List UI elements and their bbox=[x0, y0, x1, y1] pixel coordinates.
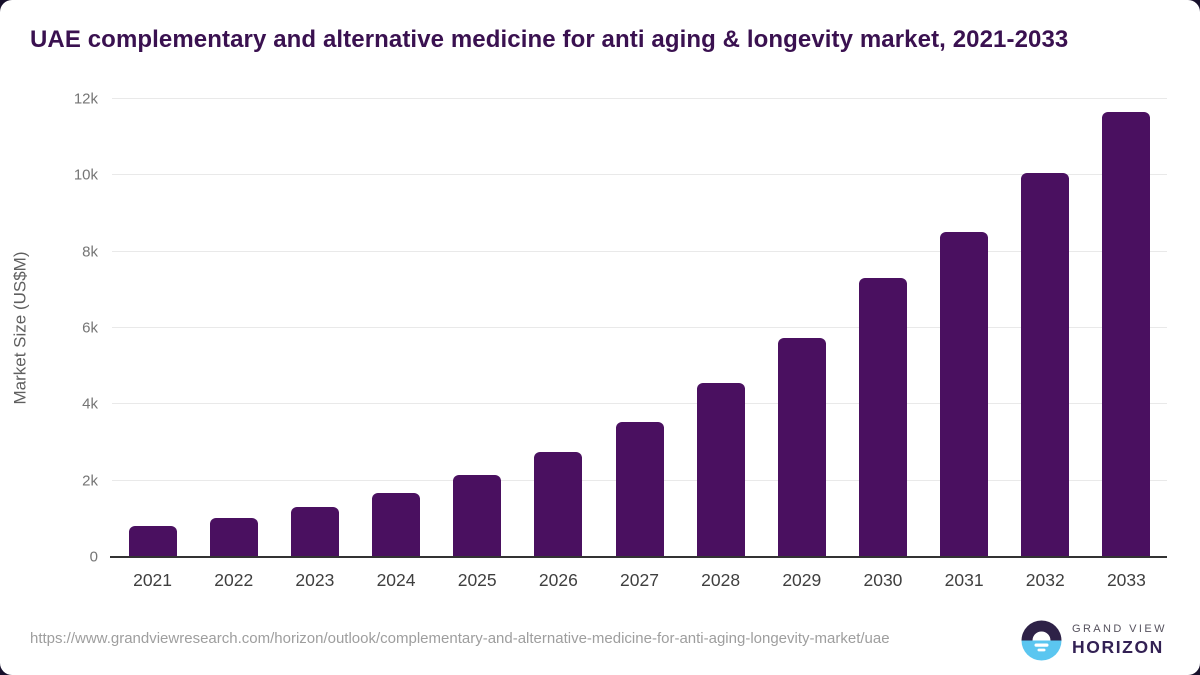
x-tick-label-2022: 2022 bbox=[214, 570, 254, 590]
source-url: https://www.grandviewresearch.com/horizo… bbox=[30, 630, 890, 647]
x-tick-label-2030: 2030 bbox=[863, 570, 903, 590]
x-axis-line bbox=[110, 556, 1167, 558]
x-tick-label-2021: 2021 bbox=[133, 570, 173, 590]
bar-2028[interactable] bbox=[696, 383, 745, 557]
x-tick-label-2025: 2025 bbox=[457, 570, 497, 590]
x-tick-label-2026: 2026 bbox=[538, 570, 578, 590]
bar-2026[interactable] bbox=[534, 452, 583, 557]
y-tick-label: 8k bbox=[82, 243, 98, 261]
bar-2024[interactable] bbox=[372, 492, 421, 557]
y-axis-title: Market Size (US$M) bbox=[8, 99, 34, 557]
x-tick-label-2033: 2033 bbox=[1106, 570, 1146, 590]
y-tick-label: 2k bbox=[82, 472, 98, 490]
bar-2031[interactable] bbox=[940, 231, 989, 557]
y-axis-title-text: Market Size (US$M) bbox=[11, 251, 30, 405]
x-tick-label-2023: 2023 bbox=[295, 570, 335, 590]
bar-2025[interactable] bbox=[453, 474, 502, 557]
bar-2029[interactable] bbox=[777, 337, 826, 557]
plot-area: Market Size (US$M) 0 2k 4k 6k 8k 10k 12k 2021 2… bbox=[11, 91, 1167, 590]
logo-grand-view-text: GRAND VIEW bbox=[1072, 623, 1167, 635]
bar-2027[interactable] bbox=[615, 421, 664, 557]
y-tick-label: 4k bbox=[82, 395, 98, 413]
gridline-8k bbox=[112, 250, 1167, 252]
bar-2023[interactable] bbox=[290, 507, 339, 557]
y-tick-label: 6k bbox=[82, 319, 98, 337]
x-tick-label-2029: 2029 bbox=[782, 570, 822, 590]
x-tick-label-2031: 2031 bbox=[944, 570, 984, 590]
x-tick-label-2028: 2028 bbox=[701, 570, 741, 590]
bar-2030[interactable] bbox=[858, 278, 907, 557]
bar-2021[interactable] bbox=[128, 526, 177, 557]
brand-logo: GRAND VIEW HORIZON bbox=[1021, 620, 1167, 661]
x-tick-label-2032: 2032 bbox=[1025, 570, 1065, 590]
gridline-10k bbox=[112, 174, 1167, 176]
chart-title: UAE complementary and alternative medici… bbox=[30, 26, 1069, 53]
x-tick-label-2027: 2027 bbox=[620, 570, 659, 590]
x-tick-label-2024: 2024 bbox=[376, 570, 416, 590]
horizon-logo-icon bbox=[1021, 620, 1062, 661]
y-tick-label: 12k bbox=[73, 90, 98, 108]
logo-horizon-text: HORIZON bbox=[1072, 637, 1164, 657]
gridline-12k bbox=[112, 98, 1167, 99]
logo-text: GRAND VIEW HORIZON bbox=[1072, 623, 1167, 658]
bar-2032[interactable] bbox=[1021, 173, 1070, 557]
y-tick-label: 10k bbox=[73, 166, 98, 184]
gridline-6k bbox=[112, 327, 1167, 328]
gridline-4k bbox=[112, 403, 1167, 405]
bar-2033[interactable] bbox=[1102, 112, 1151, 557]
y-tick-label: 0 bbox=[89, 548, 98, 566]
bar-2022[interactable] bbox=[209, 518, 258, 557]
